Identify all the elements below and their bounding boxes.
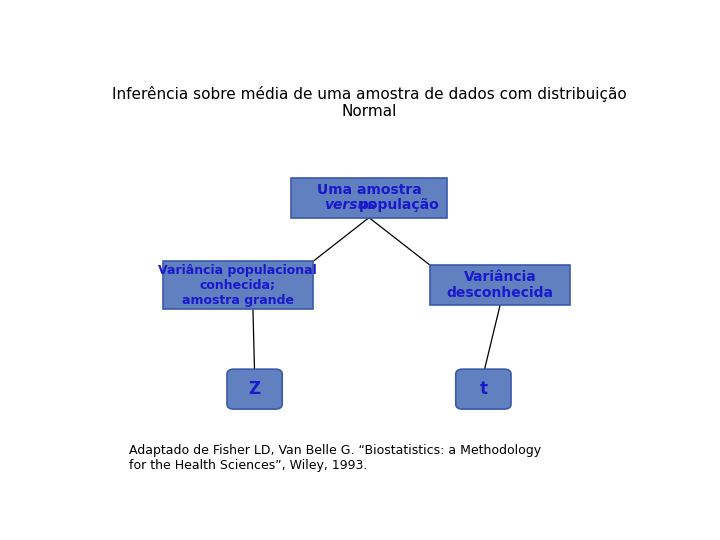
Text: t: t: [480, 380, 487, 398]
FancyBboxPatch shape: [431, 266, 570, 305]
FancyBboxPatch shape: [163, 261, 313, 309]
Text: Uma amostra: Uma amostra: [317, 184, 421, 198]
FancyBboxPatch shape: [227, 369, 282, 409]
Text: Adaptado de Fisher LD, Van Belle G. “Biostatistics: a Methodology
for the Health: Adaptado de Fisher LD, Van Belle G. “Bio…: [129, 444, 541, 472]
FancyBboxPatch shape: [291, 178, 447, 218]
Text: Z: Z: [248, 380, 261, 398]
Text: população: população: [359, 198, 440, 212]
FancyBboxPatch shape: [456, 369, 511, 409]
Text: versus: versus: [324, 198, 375, 212]
Text: Variância populacional
conhecida;
amostra grande: Variância populacional conhecida; amostr…: [158, 264, 318, 307]
Text: Variância
desconhecida: Variância desconhecida: [446, 270, 554, 300]
Text: Inferência sobre média de uma amostra de dados com distribuição
Normal: Inferência sobre média de uma amostra de…: [112, 85, 626, 119]
